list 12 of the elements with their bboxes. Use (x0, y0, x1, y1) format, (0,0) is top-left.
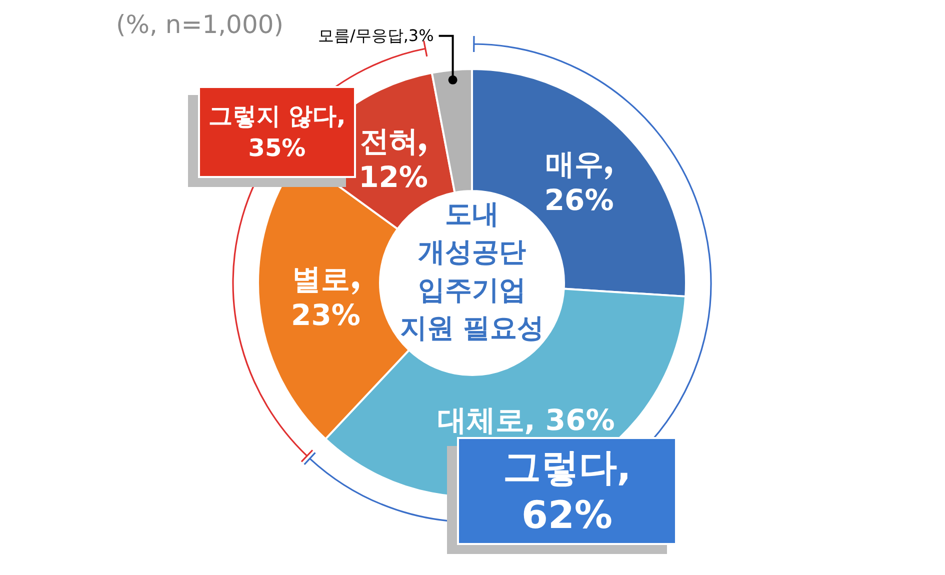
chart-subtitle: (%, n=1,000) (116, 10, 284, 39)
slice-label: 전혀 (360, 124, 418, 158)
text: 그렇다, 62% (502, 444, 632, 539)
slice-label: 모름/무응답,3% (318, 26, 434, 46)
slice-label: 별로 (292, 262, 350, 296)
text: 도내 개성공단 입주기업 지원 필요성 (400, 199, 544, 344)
data-label: 26% (544, 182, 614, 218)
text: 그렇지 않다, 35% (208, 101, 346, 164)
data-label: 23% (291, 296, 360, 333)
data-label: 12% (358, 158, 428, 195)
slice-label: 매우 (546, 147, 604, 182)
slice-label: 대체로, 36% (437, 402, 615, 438)
